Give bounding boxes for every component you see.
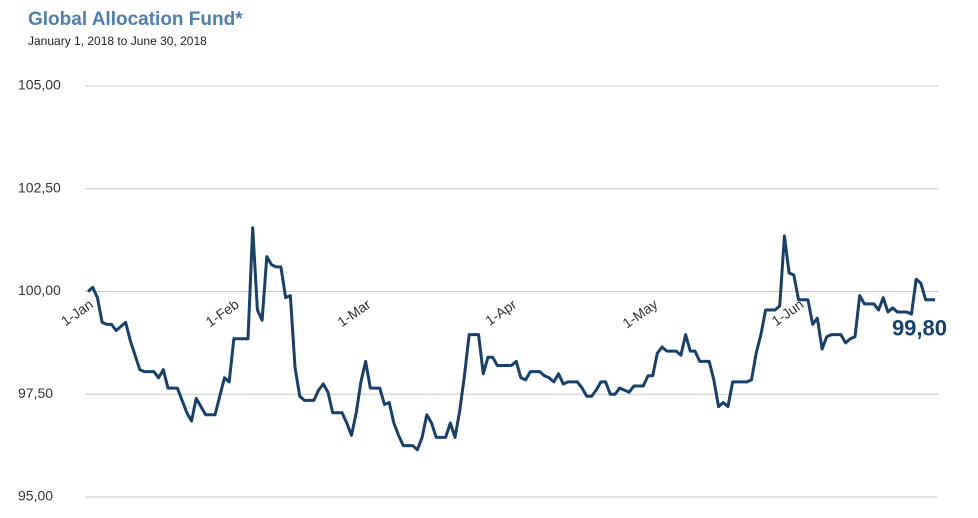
y-tick-label: 105,00	[18, 77, 61, 93]
value-label: 99,80	[892, 316, 947, 341]
x-tick-label: 1-Feb	[203, 296, 242, 330]
chart-title: Global Allocation Fund*	[28, 9, 243, 30]
x-tick-label: 1-Jan	[58, 296, 96, 329]
y-tick-label: 102,50	[18, 179, 61, 195]
y-tick-label: 100,00	[18, 282, 61, 298]
y-tick-label: 95,00	[18, 488, 53, 504]
y-tick-label: 97,50	[18, 385, 53, 401]
x-tick-label: 1-Apr	[482, 296, 519, 329]
chart-subtitle: January 1, 2018 to June 30, 2018	[28, 34, 207, 48]
series-line	[87, 226, 935, 452]
x-tick-label: 1-May	[619, 296, 660, 331]
x-tick-label: 1-Mar	[334, 296, 373, 330]
